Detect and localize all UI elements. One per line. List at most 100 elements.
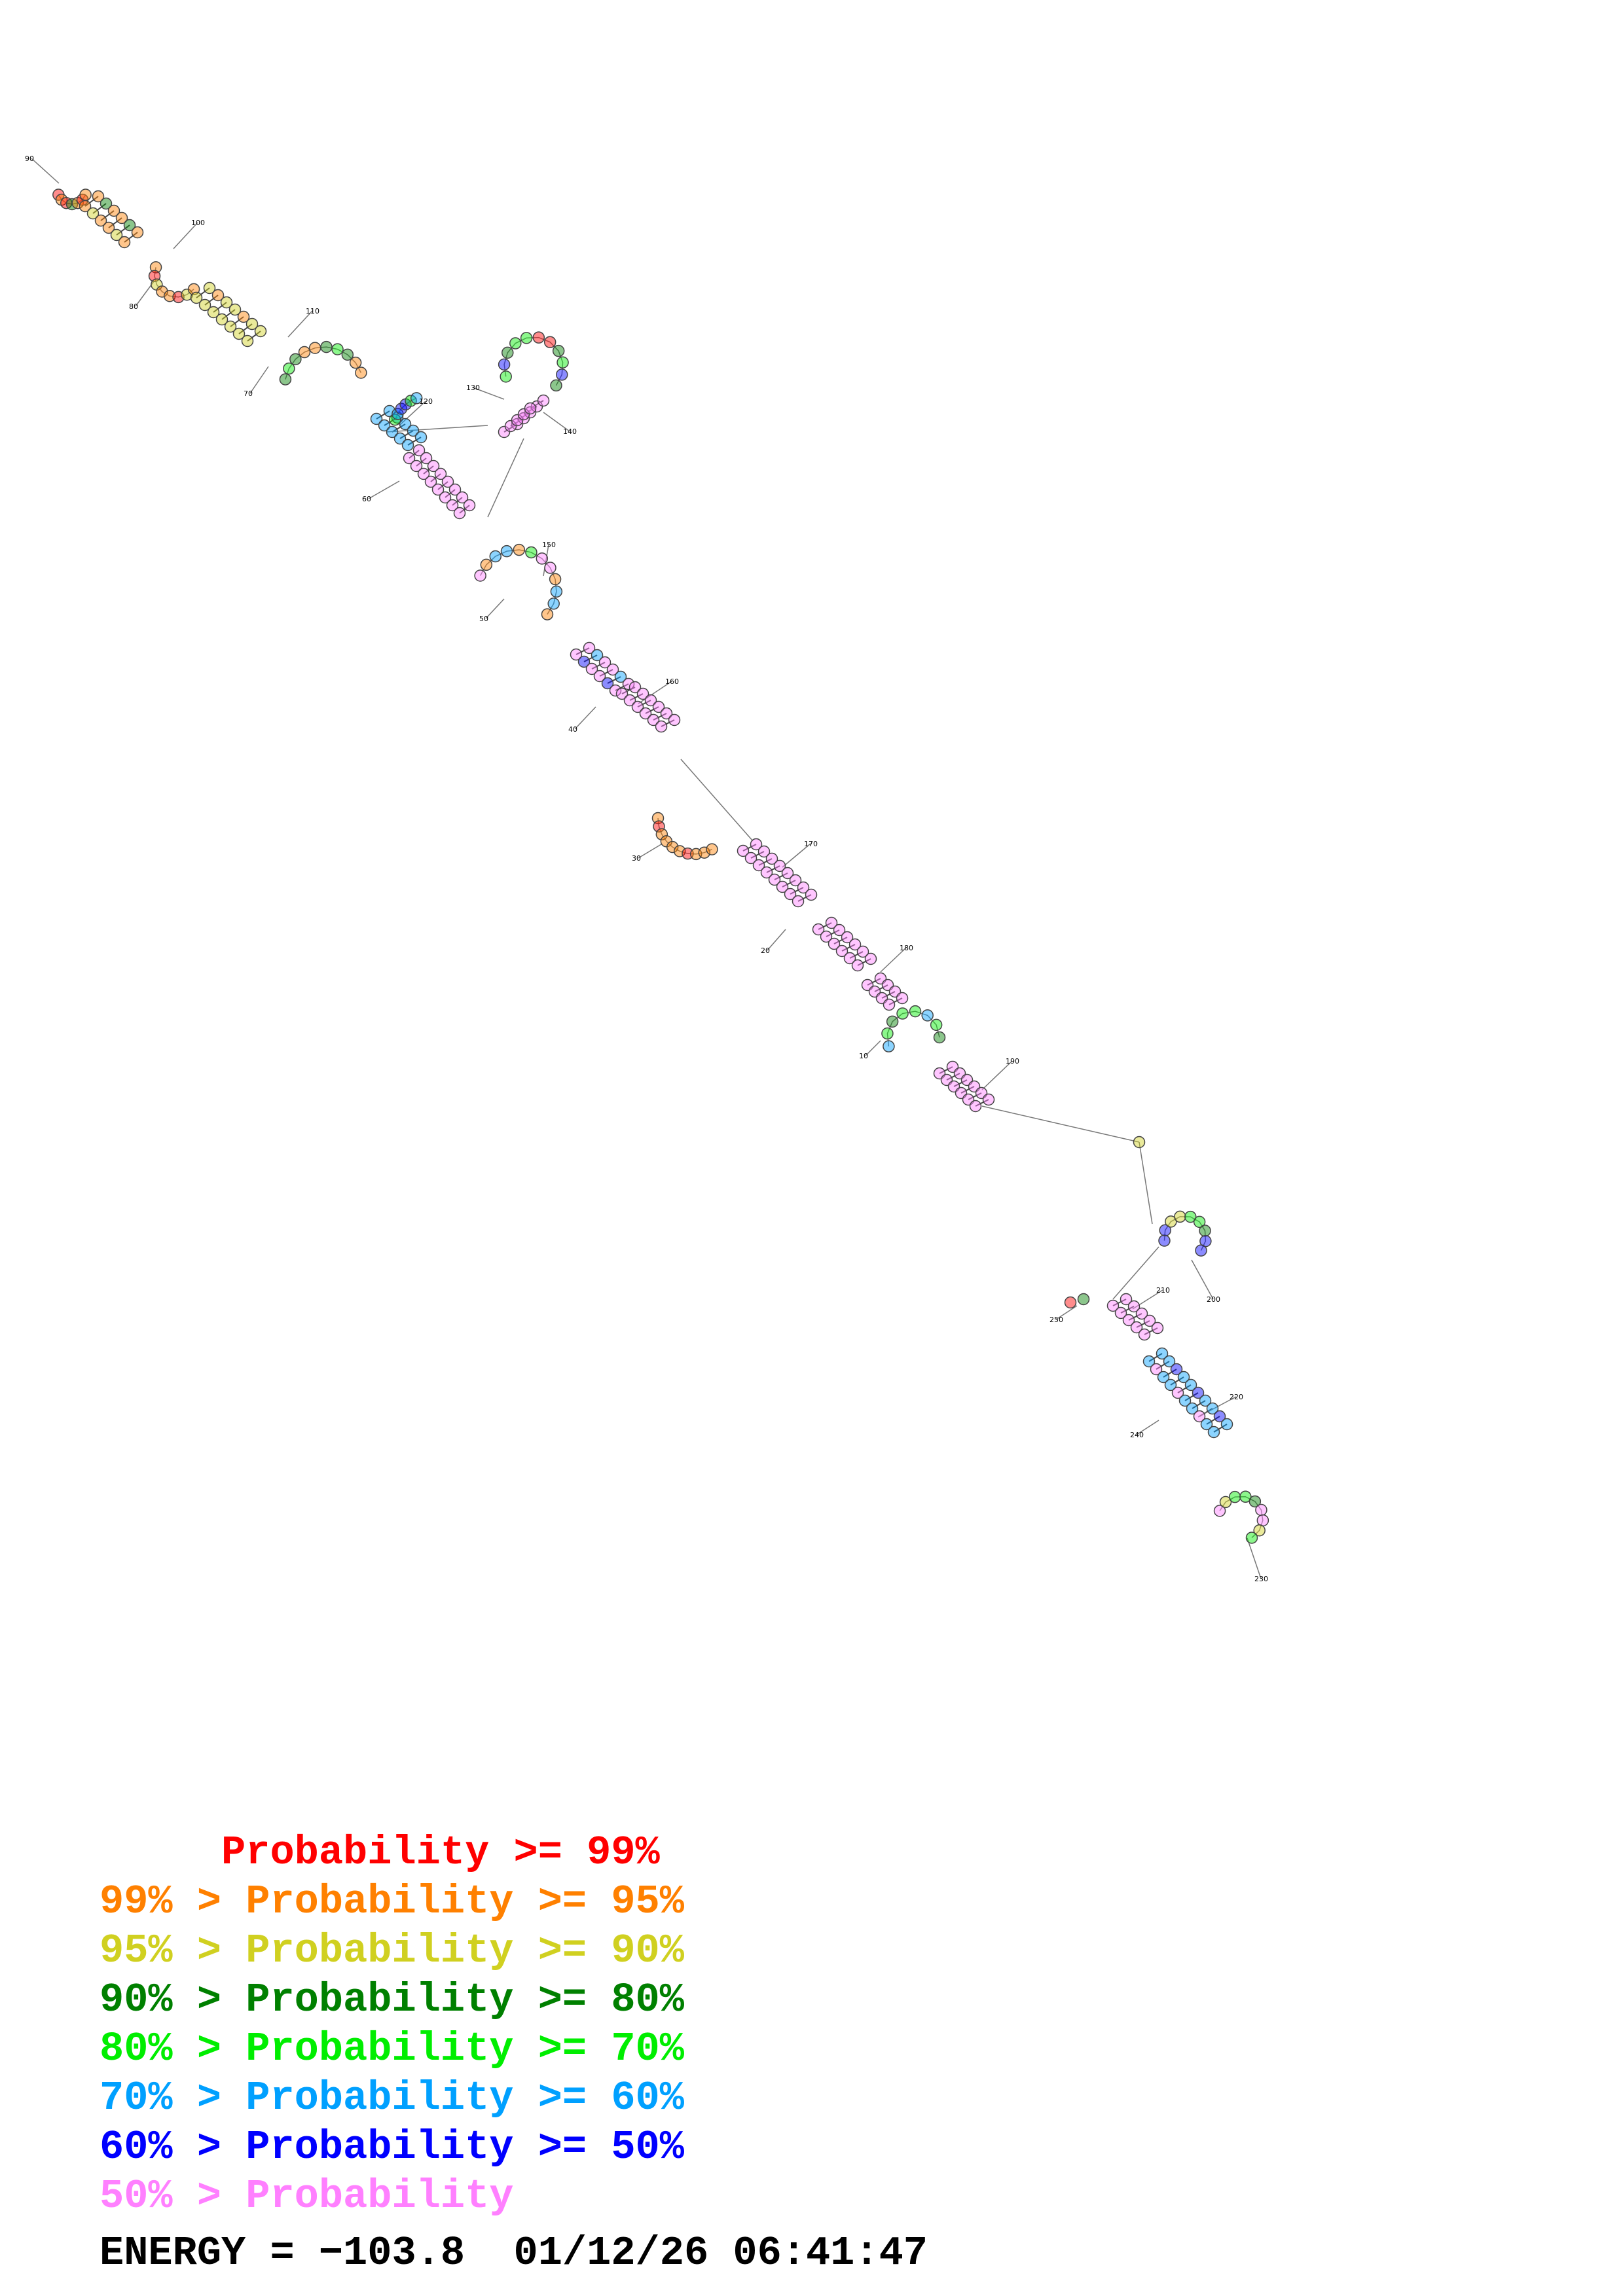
loop-nucleotide: [1249, 1495, 1262, 1508]
loop-nucleotide: [149, 261, 162, 274]
loop-nucleotide: [1228, 1490, 1241, 1503]
stem-nucleotide: [203, 281, 216, 295]
base-pair: [1112, 1299, 1127, 1306]
base-pair: [1192, 1400, 1206, 1409]
position-label: 240: [1130, 1431, 1144, 1439]
stem-nucleotide: [1178, 1394, 1192, 1407]
base-pair: [124, 232, 138, 243]
label-leader: [1136, 1420, 1159, 1435]
stem-nucleotide: [644, 694, 657, 707]
stem-nucleotide: [805, 888, 818, 901]
stem-nucleotide: [1206, 1402, 1219, 1415]
stem-nucleotide: [1150, 1363, 1163, 1376]
base-pair: [653, 713, 667, 721]
base-pair: [1120, 1306, 1135, 1314]
base-pair: [968, 1092, 982, 1100]
position-label: 30: [632, 854, 641, 863]
base-pair: [100, 210, 115, 221]
label-leader: [1132, 1289, 1163, 1310]
base-pair: [238, 323, 253, 334]
stem-nucleotide: [1213, 1410, 1226, 1423]
loop-nucleotide: [79, 188, 92, 201]
base-pair: [637, 700, 651, 708]
base-pair: [108, 217, 122, 228]
stem-nucleotide: [228, 303, 242, 316]
position-label: 190: [1006, 1057, 1019, 1066]
loop-nucleotide: [1165, 1215, 1177, 1228]
stem-nucleotide: [1192, 1386, 1205, 1399]
stem-nucleotide: [631, 700, 644, 713]
stem-nucleotide: [797, 881, 810, 894]
stem-55-60: [409, 450, 470, 514]
loop-nucleotide: [541, 608, 554, 620]
stem-nucleotide: [828, 937, 841, 950]
internal-loop-185: [886, 1011, 940, 1047]
stem-nucleotide: [414, 431, 428, 444]
position-label: 70: [244, 389, 253, 398]
loop-nucleotide: [1184, 1210, 1197, 1223]
stem-nucleotide: [123, 219, 136, 232]
position-label: 40: [568, 725, 577, 734]
loop-nucleotide: [389, 413, 401, 426]
stem-nucleotide: [737, 844, 750, 857]
stem-nucleotide: [1170, 1363, 1183, 1376]
base-pair: [661, 719, 675, 727]
base-pair: [874, 984, 888, 992]
loop-nucleotide: [474, 569, 486, 582]
stem-nucleotide: [410, 459, 423, 473]
stem-nucleotide: [591, 649, 604, 662]
stem-nucleotide: [636, 687, 649, 700]
label-leader: [399, 401, 426, 426]
base-pair: [833, 937, 848, 944]
base-pair: [213, 302, 227, 313]
position-label: 140: [563, 427, 577, 436]
stem-nucleotide: [969, 1100, 982, 1113]
position-labels: 10 20 30 40 50 60 70 80 90 100 110 120 130 140 150 160 1…: [25, 154, 1268, 1583]
base-pair: [881, 991, 896, 999]
stem-nucleotide: [784, 888, 797, 901]
backbone-195-200: [981, 1105, 1140, 1143]
stem-70-110: [196, 287, 261, 342]
loop-nucleotide: [883, 1040, 895, 1052]
backbone-120-130: [386, 425, 488, 433]
stem-nucleotide: [370, 412, 383, 425]
loop-nucleotide: [1174, 1210, 1186, 1223]
stem-nucleotide: [781, 867, 794, 880]
label-leader: [472, 387, 505, 400]
loop-nucleotide: [320, 340, 333, 353]
stem-nucleotide: [856, 945, 869, 958]
stem-nucleotide: [896, 992, 909, 1005]
position-label: 130: [466, 384, 480, 392]
stem-nucleotide: [776, 880, 789, 893]
base-pair: [888, 997, 903, 1005]
stem-nucleotide: [812, 923, 825, 936]
position-label: 150: [542, 541, 556, 549]
position-label: 170: [804, 840, 818, 848]
nucleotide: [1133, 1136, 1146, 1149]
stem-nucleotide: [401, 439, 414, 452]
stem-nucleotide: [407, 424, 420, 437]
stem-nucleotide: [750, 838, 763, 851]
loop-nucleotide: [509, 337, 522, 350]
base-pair: [221, 309, 236, 320]
stem-nucleotide: [757, 845, 771, 858]
stem-nucleotide: [1207, 1426, 1220, 1439]
stem-nucleotide: [768, 873, 781, 886]
stem-nucleotide: [399, 418, 412, 431]
stem-nucleotide: [237, 310, 250, 323]
label-leader: [638, 844, 662, 859]
stem-nucleotide: [1142, 1355, 1156, 1368]
stem-nucleotide: [668, 713, 681, 726]
stem-nucleotide: [1130, 1321, 1143, 1334]
stem-nucleotide: [1135, 1307, 1148, 1320]
loop-nucleotide: [1193, 1215, 1206, 1229]
loop-nucleotide: [1239, 1490, 1252, 1503]
stem-nucleotide: [601, 677, 614, 690]
stem-nucleotide: [1163, 1355, 1176, 1368]
stem-nucleotide: [883, 998, 896, 1011]
stem-nucleotide: [115, 211, 128, 224]
stem-nucleotide: [431, 483, 445, 496]
base-pair: [1136, 1320, 1150, 1328]
position-label: 120: [419, 397, 433, 406]
stem-nucleotide: [843, 952, 856, 965]
